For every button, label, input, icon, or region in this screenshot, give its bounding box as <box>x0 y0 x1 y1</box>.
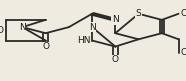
Text: CH₂CH₃: CH₂CH₃ <box>180 48 186 57</box>
Text: N: N <box>19 23 26 32</box>
Text: CH₃: CH₃ <box>180 9 186 18</box>
Text: O: O <box>42 42 49 51</box>
Text: O: O <box>112 55 119 64</box>
Text: HN: HN <box>77 36 90 45</box>
Text: S: S <box>136 9 141 18</box>
Text: N: N <box>112 15 119 24</box>
Text: N: N <box>89 23 95 32</box>
Text: O: O <box>0 26 4 35</box>
